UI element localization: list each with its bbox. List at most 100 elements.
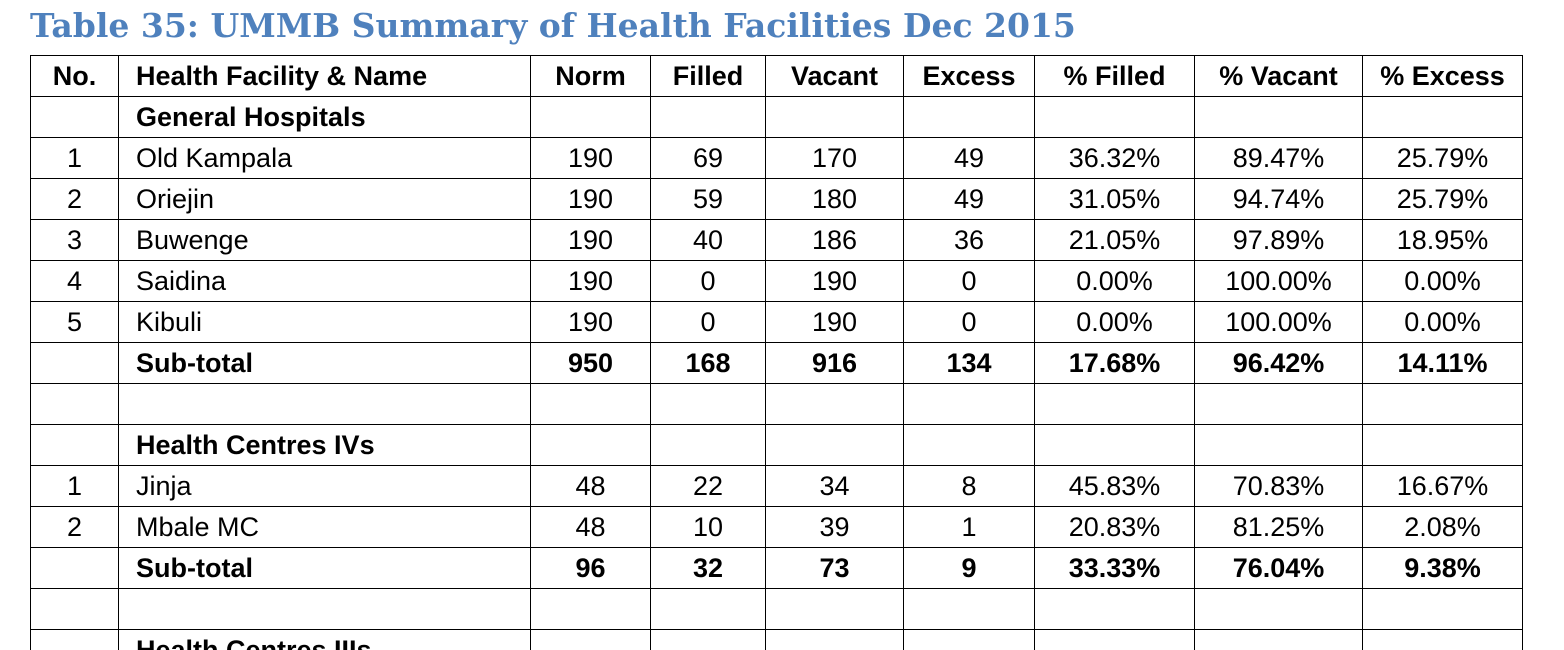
cell-excess: 0 [903, 260, 1035, 302]
empty-row [30, 383, 1523, 425]
cell-pct-vacant [1194, 424, 1363, 466]
cell-no [30, 424, 119, 466]
cell-no [30, 383, 119, 425]
cell-norm: 190 [530, 178, 651, 220]
header-pct-excess: % Excess [1362, 55, 1523, 97]
cell-vacant [765, 629, 904, 650]
cell-facility-name: Buwenge [118, 219, 531, 261]
cell-pct-vacant: 70.83% [1194, 465, 1363, 507]
cell-pct-filled: 17.68% [1034, 342, 1195, 384]
cell-vacant: 34 [765, 465, 904, 507]
cell-pct-excess: 14.11% [1362, 342, 1523, 384]
cell-pct-filled [1034, 96, 1195, 138]
cell-vacant: 180 [765, 178, 904, 220]
cell-pct-excess: 25.79% [1362, 178, 1523, 220]
cell-norm [530, 383, 651, 425]
cell-norm: 190 [530, 260, 651, 302]
cell-excess: 8 [903, 465, 1035, 507]
cell-pct-filled: 45.83% [1034, 465, 1195, 507]
cell-pct-vacant: 89.47% [1194, 137, 1363, 179]
table-body: General Hospitals 1 Old Kampala 190 69 170 49 3… [30, 96, 1523, 650]
cell-pct-filled: 31.05% [1034, 178, 1195, 220]
cell-norm [530, 629, 651, 650]
cell-pct-vacant: 100.00% [1194, 301, 1363, 343]
section-row: General Hospitals [30, 96, 1523, 138]
cell-pct-excess: 25.79% [1362, 137, 1523, 179]
table-caption: Table 35: UMMB Summary of Health Facilit… [30, 6, 1076, 45]
cell-excess: 49 [903, 178, 1035, 220]
cell-pct-filled [1034, 424, 1195, 466]
cell-filled: 32 [650, 547, 766, 589]
cell-excess: 134 [903, 342, 1035, 384]
cell-pct-filled: 20.83% [1034, 506, 1195, 548]
cell-pct-vacant: 94.74% [1194, 178, 1363, 220]
cell-facility-name: Sub-total [118, 342, 531, 384]
cell-facility-name: Jinja [118, 465, 531, 507]
cell-filled: 0 [650, 301, 766, 343]
cell-vacant [765, 96, 904, 138]
cell-excess: 0 [903, 301, 1035, 343]
cell-vacant: 73 [765, 547, 904, 589]
cell-no: 1 [30, 465, 119, 507]
cell-pct-excess: 0.00% [1362, 301, 1523, 343]
cell-no [30, 547, 119, 589]
cell-filled: 59 [650, 178, 766, 220]
cell-excess: 1 [903, 506, 1035, 548]
cell-norm: 190 [530, 137, 651, 179]
cell-pct-excess: 0.00% [1362, 260, 1523, 302]
cell-excess [903, 424, 1035, 466]
cell-norm [530, 588, 651, 630]
cell-facility-name: Kibuli [118, 301, 531, 343]
cell-pct-filled: 21.05% [1034, 219, 1195, 261]
cell-no: 1 [30, 137, 119, 179]
table-row: 1 Old Kampala 190 69 170 49 36.32% 89.47% 25.79% [30, 137, 1523, 179]
cell-vacant: 170 [765, 137, 904, 179]
cell-pct-vacant: 81.25% [1194, 506, 1363, 548]
cell-facility-name: Mbale MC [118, 506, 531, 548]
cell-no: 2 [30, 506, 119, 548]
cell-filled [650, 629, 766, 650]
cell-vacant: 186 [765, 219, 904, 261]
cell-facility-name: Saidina [118, 260, 531, 302]
header-norm: Norm [530, 55, 651, 97]
cell-pct-vacant [1194, 96, 1363, 138]
cell-filled [650, 588, 766, 630]
cell-no: 2 [30, 178, 119, 220]
section-row: Health Centres IIIs [30, 629, 1523, 650]
cell-vacant [765, 424, 904, 466]
cell-pct-vacant [1194, 383, 1363, 425]
cell-vacant [765, 383, 904, 425]
cell-pct-filled: 0.00% [1034, 260, 1195, 302]
cell-pct-filled [1034, 383, 1195, 425]
cell-facility-name: Oriejin [118, 178, 531, 220]
cell-excess [903, 588, 1035, 630]
cell-pct-excess [1362, 96, 1523, 138]
cell-no [30, 588, 119, 630]
cell-vacant: 190 [765, 301, 904, 343]
subtotal-row: Sub-total 950 168 916 134 17.68% 96.42% 14.11% [30, 342, 1523, 384]
header-pct-vacant: % Vacant [1194, 55, 1363, 97]
subtotal-row: Sub-total 96 32 73 9 33.33% 76.04% 9.38% [30, 547, 1523, 589]
header-pct-filled: % Filled [1034, 55, 1195, 97]
header-excess: Excess [903, 55, 1035, 97]
cell-pct-vacant: 96.42% [1194, 342, 1363, 384]
cell-pct-excess: 2.08% [1362, 506, 1523, 548]
cell-pct-excess [1362, 383, 1523, 425]
cell-vacant: 190 [765, 260, 904, 302]
section-row: Health Centres IVs [30, 424, 1523, 466]
header-filled: Filled [650, 55, 766, 97]
cell-pct-excess: 18.95% [1362, 219, 1523, 261]
cell-facility-name: General Hospitals [118, 96, 531, 138]
cell-facility-name: Health Centres IIIs [118, 629, 531, 650]
cell-vacant: 39 [765, 506, 904, 548]
cell-pct-vacant [1194, 588, 1363, 630]
cell-filled: 22 [650, 465, 766, 507]
cell-pct-vacant: 100.00% [1194, 260, 1363, 302]
cell-excess: 49 [903, 137, 1035, 179]
cell-filled: 168 [650, 342, 766, 384]
cell-excess [903, 629, 1035, 650]
cell-pct-filled: 33.33% [1034, 547, 1195, 589]
header-row: No. Health Facility & Name Norm Filled V… [30, 55, 1523, 97]
cell-filled: 40 [650, 219, 766, 261]
empty-row [30, 588, 1523, 630]
